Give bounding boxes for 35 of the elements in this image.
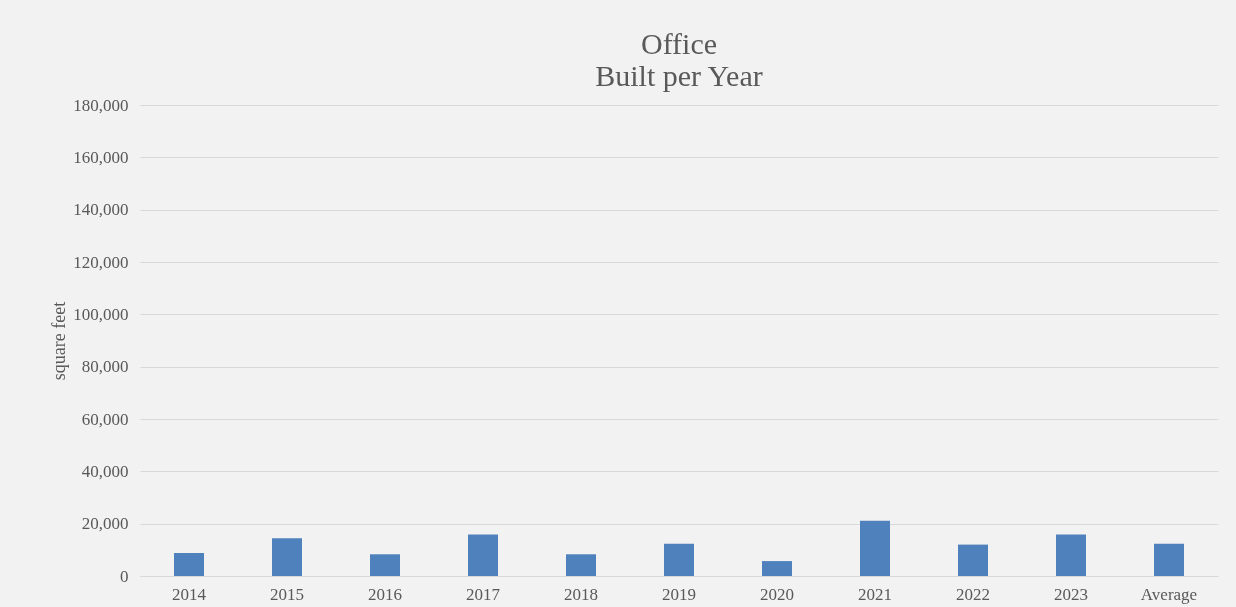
y-tick-label: 180,000 — [73, 95, 129, 115]
text: Office — [640, 27, 718, 60]
bar — [664, 543, 694, 576]
x-tick-label: 2023 — [1054, 584, 1088, 604]
x-tick-label: 2019 — [662, 584, 696, 604]
bar — [370, 554, 400, 576]
bar — [958, 544, 988, 576]
y-tick-label: 160,000 — [73, 147, 129, 167]
y-tick-label: 40,000 — [81, 461, 129, 481]
x-tick-label: Average — [1140, 584, 1198, 604]
y-tick-label: 80,000 — [81, 357, 129, 377]
x-tick-label: 2017 — [466, 584, 501, 604]
y-tick-label: 0 — [120, 566, 129, 586]
x-tick-label: 2021 — [858, 584, 892, 604]
x-tick-label: 2014 — [172, 584, 207, 604]
bar — [860, 520, 890, 576]
y-tick-label: 60,000 — [81, 409, 129, 429]
bar — [174, 552, 204, 576]
y-axis-title: square feet — [49, 301, 70, 381]
bar — [566, 554, 596, 576]
x-tick-label: 2020 — [760, 584, 794, 604]
x-tick-label: 2015 — [270, 584, 304, 604]
bar — [468, 534, 498, 576]
bar — [1154, 543, 1184, 576]
y-tick-label: 100,000 — [73, 304, 129, 324]
y-tick-label: 20,000 — [81, 514, 129, 534]
x-tick-label: 2018 — [564, 584, 598, 604]
bar — [1056, 534, 1086, 576]
x-tick-label: 2022 — [956, 584, 990, 604]
bar — [762, 561, 792, 576]
y-tick-label: 120,000 — [73, 252, 129, 272]
x-tick-label: 2016 — [368, 584, 402, 604]
text: Built per Year — [595, 59, 763, 92]
y-tick-label: 140,000 — [73, 200, 129, 220]
bar — [272, 538, 302, 576]
